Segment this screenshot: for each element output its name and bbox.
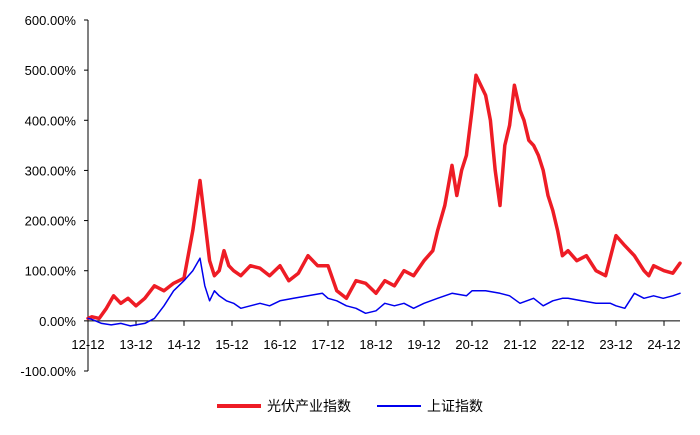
x-tick-label: 14-12 <box>167 337 200 352</box>
legend-label-sse-index: 上证指数 <box>427 399 483 415</box>
x-tick-label: 17-12 <box>311 337 344 352</box>
y-tick-label: 500.00% <box>25 63 77 78</box>
legend-swatch-sse-index <box>377 405 421 407</box>
x-tick-label: 24-12 <box>647 337 680 352</box>
y-tick-label: 600.00% <box>25 13 77 28</box>
y-tick-label: 300.00% <box>25 163 77 178</box>
x-tick-label: 15-12 <box>215 337 248 352</box>
x-tick-label: 22-12 <box>551 337 584 352</box>
y-tick-label: 400.00% <box>25 113 77 128</box>
x-tick-label: 19-12 <box>407 337 440 352</box>
legend-item-sse-index: 上证指数 <box>377 396 483 416</box>
x-tick-label: 13-12 <box>119 337 152 352</box>
legend-item-pv-index: 光伏产业指数 <box>217 396 351 416</box>
y-tick-label: 200.00% <box>25 214 77 229</box>
axes <box>84 19 680 372</box>
series-lines <box>86 73 682 327</box>
x-tick-label: 21-12 <box>503 337 536 352</box>
y-tick-label: -100.00% <box>20 364 76 379</box>
series-line-pv-index <box>86 73 682 321</box>
tick-labels: -100.00% 0.00% 100.00% 200.00% 300.00% 400.00… <box>20 13 680 379</box>
x-tick-label: 12-12 <box>71 337 104 352</box>
legend-swatch-pv-index <box>217 404 261 408</box>
x-tick-label: 18-12 <box>359 337 392 352</box>
y-tick-label: 100.00% <box>25 264 77 279</box>
x-tick-label: 20-12 <box>455 337 488 352</box>
x-tick-label: 23-12 <box>599 337 632 352</box>
legend-label-pv-index: 光伏产业指数 <box>267 399 351 415</box>
x-tick-label: 16-12 <box>263 337 296 352</box>
series-line-sse-index <box>87 257 681 327</box>
y-tick-label: 0.00% <box>39 314 76 329</box>
legend: 光伏产业指数 上证指数 <box>0 396 700 416</box>
